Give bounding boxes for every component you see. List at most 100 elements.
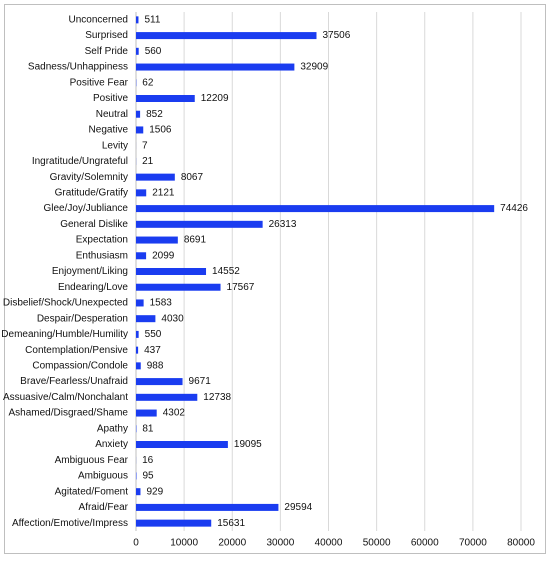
value-label: 12738 (203, 392, 231, 403)
value-label: 14552 (212, 266, 240, 277)
y-tick-label: Expectation (76, 235, 128, 246)
x-tick-label: 60000 (411, 538, 439, 549)
value-label: 4302 (163, 408, 186, 419)
bar (136, 237, 178, 244)
value-label: 37506 (322, 30, 350, 41)
value-label: 81 (142, 423, 154, 434)
bar (136, 520, 211, 527)
value-label: 550 (145, 329, 162, 340)
bar (136, 174, 175, 181)
value-label: 560 (145, 46, 162, 57)
y-tick-label: Neutral (96, 109, 128, 120)
y-tick-label: Surprised (85, 30, 128, 41)
value-label: 511 (144, 15, 160, 26)
value-label: 8691 (184, 235, 207, 246)
value-label: 2121 (152, 188, 175, 199)
y-tick-label: Levity (102, 140, 128, 151)
y-tick-label: Enjoyment/Liking (52, 266, 128, 277)
y-tick-label: Positive (93, 93, 128, 104)
x-tick-label: 10000 (170, 538, 198, 549)
y-tick-label: Ambiguous (78, 471, 128, 482)
x-tick-label: 20000 (218, 538, 246, 549)
bar (136, 16, 138, 23)
bar (136, 441, 228, 448)
value-label: 8067 (181, 172, 204, 183)
y-tick-label: Negative (89, 125, 129, 136)
y-tick-label: Enthusiasm (76, 250, 128, 261)
bar (136, 268, 206, 275)
bar (136, 362, 141, 369)
value-label: 437 (144, 345, 161, 356)
bar (136, 410, 157, 417)
y-tick-label: Apathy (97, 423, 128, 434)
y-tick-label: Sadness/Unhappiness (28, 62, 128, 73)
value-label: 32909 (300, 62, 328, 73)
y-tick-label: Brave/Fearless/Unafraid (20, 376, 128, 387)
y-tick-label: Ingratitude/Ungrateful (32, 156, 128, 167)
value-label: 29594 (284, 502, 312, 513)
bar (136, 394, 197, 401)
bar (136, 504, 278, 511)
y-tick-label: Contemplation/Pensive (25, 345, 128, 356)
value-label: 74426 (500, 203, 528, 214)
bar (136, 252, 146, 259)
y-tick-label: Gratitude/Gratify (55, 188, 128, 199)
value-label: 4030 (161, 313, 184, 324)
bar (136, 284, 221, 291)
bar (136, 189, 146, 196)
x-tick-label: 80000 (507, 538, 535, 549)
value-label: 7 (142, 140, 148, 151)
value-label: 95 (142, 471, 154, 482)
y-tick-label: Ambiguous Fear (55, 455, 129, 466)
value-label: 1583 (150, 298, 173, 309)
y-tick-label: Endearing/Love (58, 282, 128, 293)
value-label: 988 (147, 361, 164, 372)
x-tick-label: 40000 (315, 538, 343, 549)
value-label: 26313 (269, 219, 297, 230)
value-label: 62 (142, 77, 154, 88)
value-label: 2099 (152, 250, 175, 261)
bar (136, 111, 140, 118)
value-label: 19095 (234, 439, 262, 450)
bar (136, 488, 140, 495)
y-tick-label: Glee/Joy/Jubliance (44, 203, 129, 214)
y-tick-label: Agitated/Foment (55, 486, 129, 497)
x-tick-label: 70000 (459, 538, 487, 549)
value-label: 929 (146, 486, 163, 497)
y-tick-label: Disbelief/Shock/Unexpected (3, 298, 128, 309)
y-tick-label: Demeaning/Humble/Humility (1, 329, 128, 340)
y-tick-label: Despair/Desperation (37, 313, 128, 324)
y-tick-label: Anxiety (95, 439, 128, 450)
bar (136, 221, 263, 228)
bar (136, 64, 294, 71)
bar (136, 95, 195, 102)
bar (136, 378, 183, 385)
bar (136, 331, 139, 338)
bar (136, 32, 316, 39)
y-tick-label: Gravity/Solemnity (50, 172, 128, 183)
y-tick-label: Affection/Emotive/Impress (12, 518, 128, 529)
y-tick-label: General Dislike (60, 219, 128, 230)
bar (136, 48, 139, 55)
x-tick-label: 30000 (266, 538, 294, 549)
value-label: 21 (142, 156, 154, 167)
value-label: 852 (146, 109, 163, 120)
value-label: 17567 (227, 282, 255, 293)
y-tick-label: Unconcerned (69, 15, 128, 26)
y-tick-label: Afraid/Fear (79, 502, 129, 513)
y-tick-label: Positive Fear (70, 77, 129, 88)
bar (136, 299, 144, 306)
x-tick-label: 50000 (363, 538, 391, 549)
value-label: 1506 (149, 125, 172, 136)
value-label: 16 (142, 455, 154, 466)
value-label: 12209 (201, 93, 229, 104)
value-label: 15631 (217, 518, 245, 529)
bar (136, 126, 143, 133)
bar (136, 205, 494, 212)
x-tick-label: 0 (133, 538, 139, 549)
y-tick-label: Self Pride (85, 46, 129, 57)
y-tick-label: Ashamed/Disgraed/Shame (8, 408, 128, 419)
bar (136, 315, 155, 322)
bar (136, 347, 138, 354)
